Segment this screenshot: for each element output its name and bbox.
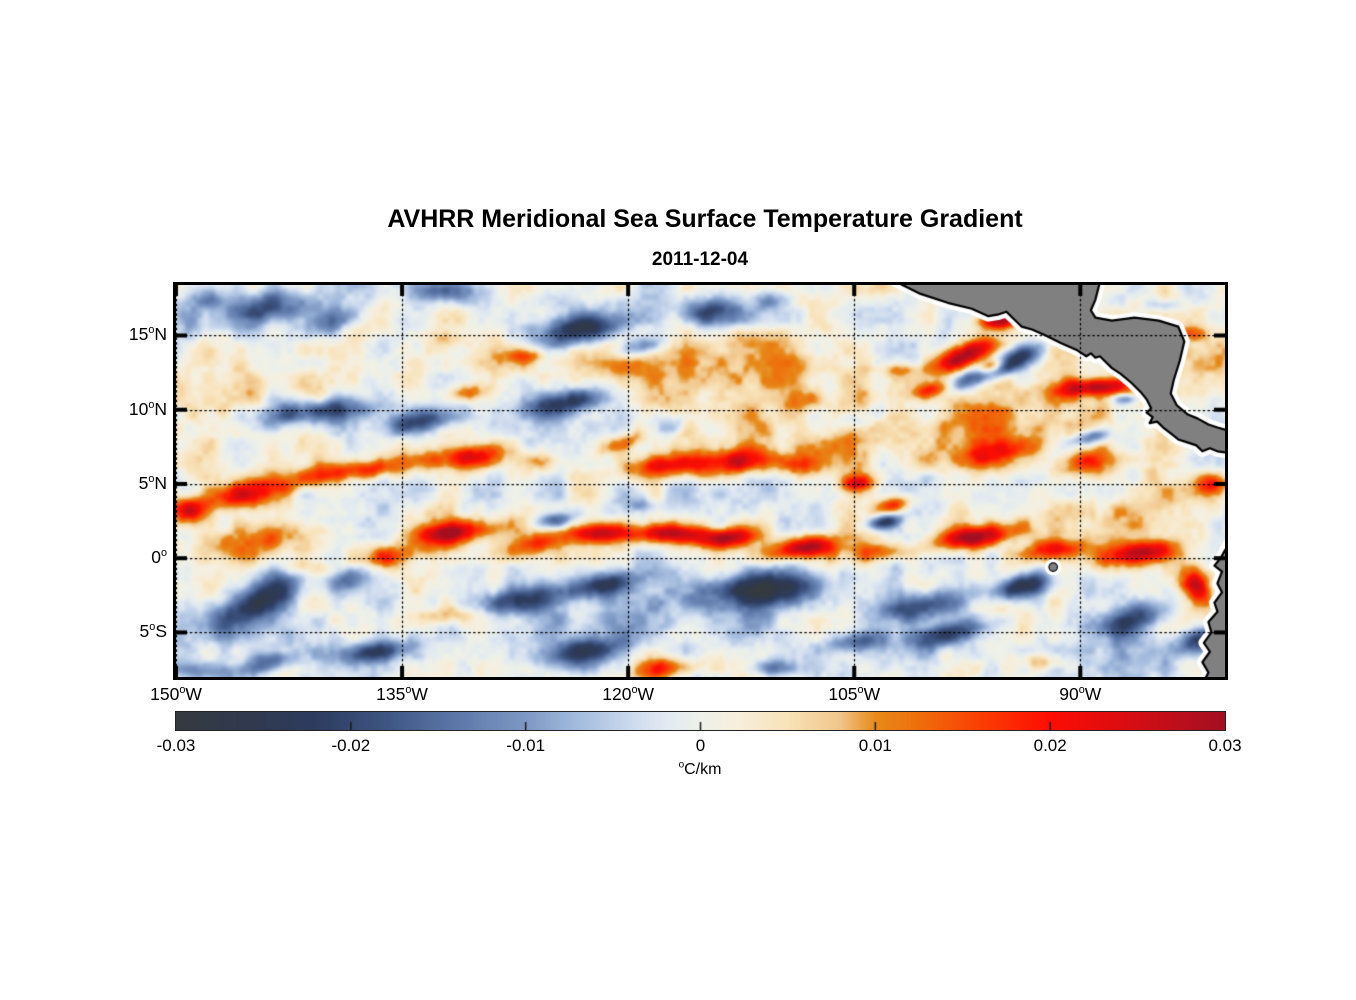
colorbar-tick-label: 0 [695,736,706,755]
y-axis-tick-label: 15oN [128,324,167,345]
colorbar-tick-label: -0.02 [331,736,371,755]
colorbar-tick-label: -0.01 [506,736,546,755]
colorbar-unit-label: oC/km [678,759,722,778]
colorbar-tick-label: 0.02 [1033,736,1067,755]
colorbar-tick-label: -0.03 [156,736,196,755]
colorbar [175,711,1226,731]
map-plot [173,282,1228,680]
y-axis-tick-label: 5oS [139,621,167,642]
x-axis-tick-label: 90oW [1059,684,1102,704]
map-canvas [176,285,1225,677]
colorbar-canvas [176,712,1225,730]
x-axis-tick-label: 120oW [602,684,655,704]
colorbar-tick-label: 0.03 [1208,736,1242,755]
x-axis-tick-label: 105oW [828,684,881,704]
y-axis-tick-label: 0o [151,547,167,568]
y-axis-tick-label: 5oN [138,472,167,493]
x-axis-tick-label: 150oW [150,684,202,704]
figure-subtitle: 2011-12-04 [651,249,749,270]
colorbar-tick-label: 0.01 [858,736,892,755]
x-axis-tick-label: 135oW [376,684,428,704]
y-axis-tick-label: 10oN [128,398,167,419]
figure-title: AVHRR Meridional Sea Surface Temperature… [387,205,1023,233]
